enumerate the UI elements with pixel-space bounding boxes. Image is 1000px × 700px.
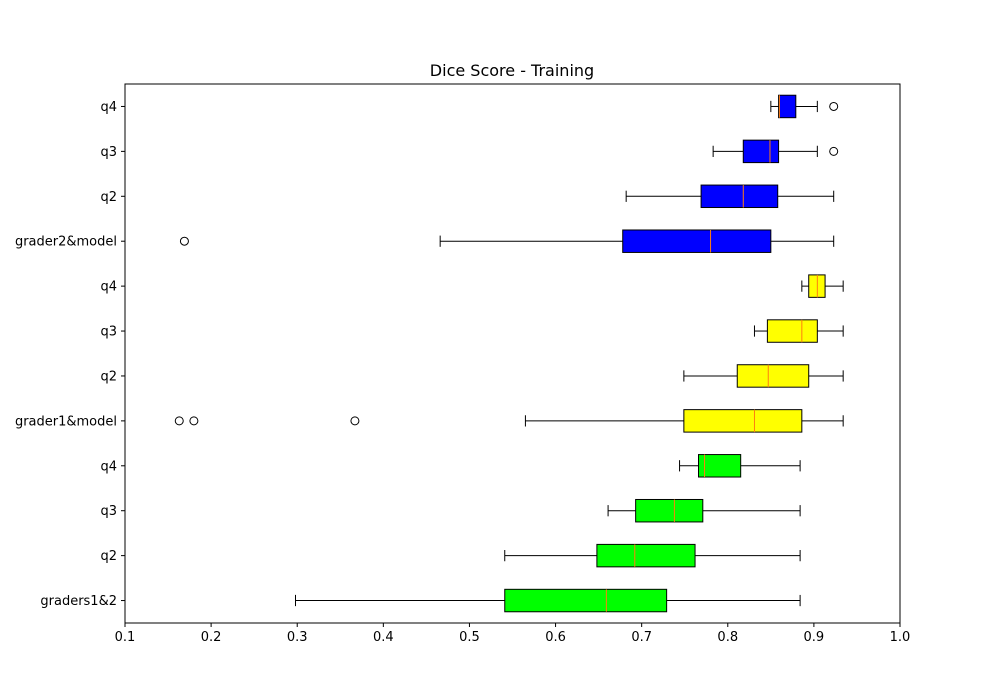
- box: [778, 94, 797, 119]
- box: [504, 588, 668, 613]
- y-axis: graders1&2 q2 q3 q4 grader1&model q2 q3 q4 grade…: [15, 100, 125, 609]
- x-tick-label: 0.3: [287, 630, 308, 645]
- box-group-7: [801, 274, 844, 298]
- y-tick-label: q4: [100, 100, 117, 115]
- outlier-point: [189, 416, 199, 426]
- y-tick-label: q4: [100, 459, 117, 474]
- box-group-0: [295, 588, 801, 613]
- box-group-6: [753, 319, 844, 343]
- plot-marks: [174, 94, 844, 613]
- y-tick-label: grader1&model: [15, 414, 117, 429]
- box: [596, 543, 696, 568]
- x-tick-label: 1.0: [890, 630, 911, 645]
- x-tick-label: 0.7: [631, 630, 652, 645]
- box: [736, 364, 810, 388]
- box-group-4: [174, 409, 844, 433]
- x-tick-label: 0.1: [115, 630, 136, 645]
- y-tick-label: q2: [100, 190, 117, 205]
- box: [700, 184, 779, 209]
- box: [742, 139, 780, 164]
- y-tick-label: q3: [100, 325, 117, 340]
- box-group-9: [625, 184, 835, 209]
- box-group-11: [770, 94, 839, 119]
- x-axis: 0.1 0.2 0.3 0.4 0.5 0.6 0.7 0.8 0.9 1.0: [115, 623, 911, 645]
- y-tick-label: graders1&2: [40, 594, 117, 609]
- outlier-point: [829, 146, 839, 156]
- x-tick-label: 0.5: [459, 630, 480, 645]
- y-tick-label: q3: [100, 145, 117, 160]
- box-group-10: [712, 139, 839, 164]
- box: [698, 454, 742, 478]
- outlier-point: [829, 101, 839, 111]
- box-group-5: [683, 364, 844, 388]
- x-tick-label: 0.9: [804, 630, 825, 645]
- chart-title: Dice Score - Training: [430, 61, 594, 80]
- box-group-1: [504, 543, 801, 568]
- outlier-point: [174, 416, 184, 426]
- y-tick-label: q2: [100, 549, 117, 564]
- x-tick-label: 0.4: [373, 630, 394, 645]
- y-tick-label: grader2&model: [15, 235, 117, 250]
- x-tick-label: 0.2: [201, 630, 222, 645]
- box: [635, 498, 704, 523]
- box: [766, 319, 818, 343]
- y-tick-label: q4: [100, 280, 117, 295]
- outlier-point: [350, 416, 360, 426]
- y-tick-label: q2: [100, 369, 117, 384]
- box-group-2: [607, 498, 801, 523]
- x-tick-label: 0.8: [717, 630, 738, 645]
- x-tick-label: 0.6: [545, 630, 566, 645]
- box-group-3: [679, 454, 801, 478]
- box: [683, 409, 803, 433]
- box: [622, 229, 772, 253]
- box-group-8: [179, 229, 835, 253]
- outlier-point: [179, 236, 189, 246]
- plot-frame: [124, 83, 901, 624]
- y-tick-label: q3: [100, 504, 117, 519]
